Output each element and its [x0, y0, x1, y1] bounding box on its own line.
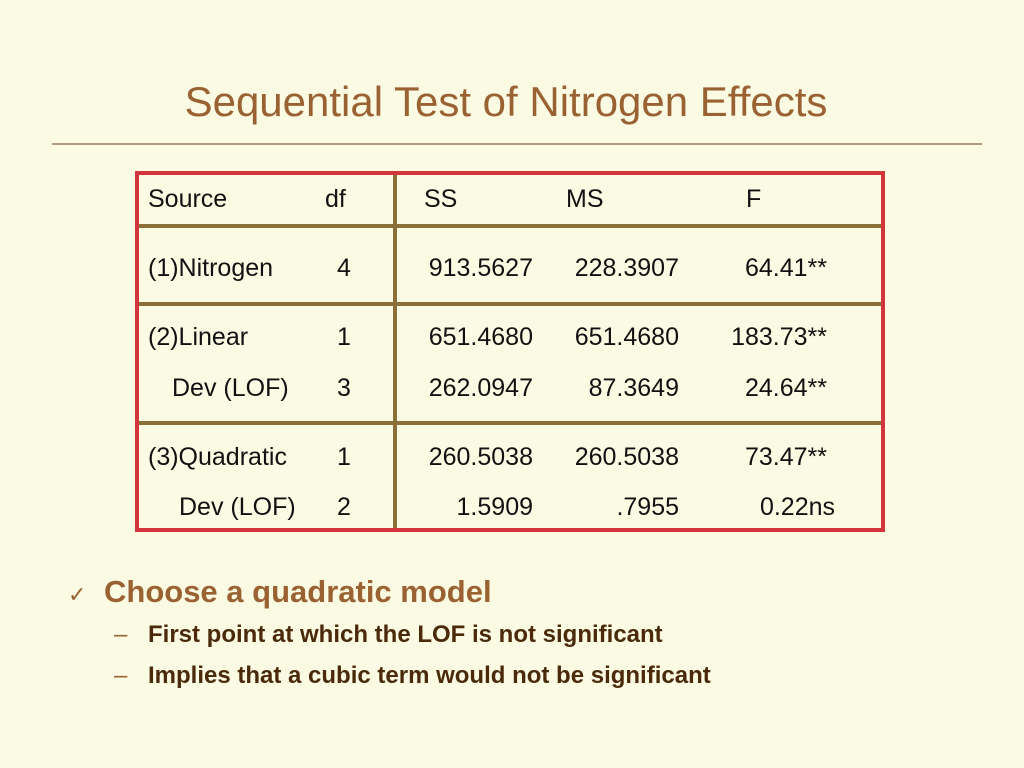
table-cell-f: 24.64** — [744, 374, 827, 402]
table-cell-ss: 913.5627 — [428, 254, 533, 282]
table-cell-source: (3)Quadratic — [148, 443, 287, 471]
title-divider — [52, 143, 982, 145]
table-rule — [139, 224, 881, 228]
table-divider — [393, 175, 397, 528]
slide-title: Sequential Test of Nitrogen Effects — [184, 78, 828, 125]
bullet-sub-text: First point at which the LOF is not sign… — [148, 621, 663, 648]
table-cell-ss: 260.5038 — [428, 443, 533, 471]
table-cell-df: 4 — [337, 254, 351, 282]
table-cell-ss: 1.5909 — [456, 493, 533, 521]
table-cell-f: 183.73** — [731, 323, 827, 351]
table-cell-df: 1 — [337, 323, 351, 351]
table-cell-ms: 87.3649 — [588, 374, 679, 402]
table-cell-f: 0.22ns — [759, 493, 835, 521]
dash-icon: – — [114, 621, 128, 648]
table-cell-source: (1)Nitrogen — [148, 254, 274, 282]
table-cell-ms: 228.3907 — [574, 254, 679, 282]
header-f: F — [746, 185, 762, 213]
check-mark-icon: ✓ — [68, 582, 87, 607]
table-cell-df: 1 — [337, 443, 351, 471]
dash-icon: – — [114, 662, 128, 689]
table-cell-ss: 651.4680 — [428, 323, 533, 351]
table-cell-f: 64.41** — [744, 254, 827, 282]
bullet-sub: – First point at which the LOF is not sig… — [114, 621, 663, 649]
bullet-sub: – Implies that a cubic term would not be … — [114, 662, 711, 690]
table-cell-source: Dev (LOF) — [172, 374, 289, 402]
table-cell-ms: 651.4680 — [574, 323, 679, 351]
table-rule — [139, 302, 881, 306]
header-ms: MS — [566, 185, 604, 213]
table-cell-ms: 260.5038 — [574, 443, 679, 471]
table-rule — [139, 421, 881, 425]
table-cell-f: 73.47** — [744, 443, 827, 471]
bullet-main-text: Choose a quadratic model — [104, 574, 492, 609]
table-cell-df: 3 — [337, 374, 351, 402]
table-cell-ss: 262.0947 — [428, 374, 533, 402]
header-ss: SS — [424, 185, 458, 213]
bullet-main: ✓ Choose a quadratic model — [68, 574, 492, 610]
header-source: Source — [148, 185, 228, 213]
table-cell-source: Dev (LOF) — [179, 493, 296, 521]
table-cell-source: (2)Linear — [148, 323, 249, 351]
table-cell-ms: .7955 — [616, 493, 679, 521]
table-cell-df: 2 — [337, 493, 351, 521]
anova-table: Source df SS MS F (1)Nitrogen 4 913.5627… — [135, 171, 885, 532]
header-df: df — [325, 185, 346, 213]
bullet-sub-text: Implies that a cubic term would not be s… — [148, 662, 711, 689]
